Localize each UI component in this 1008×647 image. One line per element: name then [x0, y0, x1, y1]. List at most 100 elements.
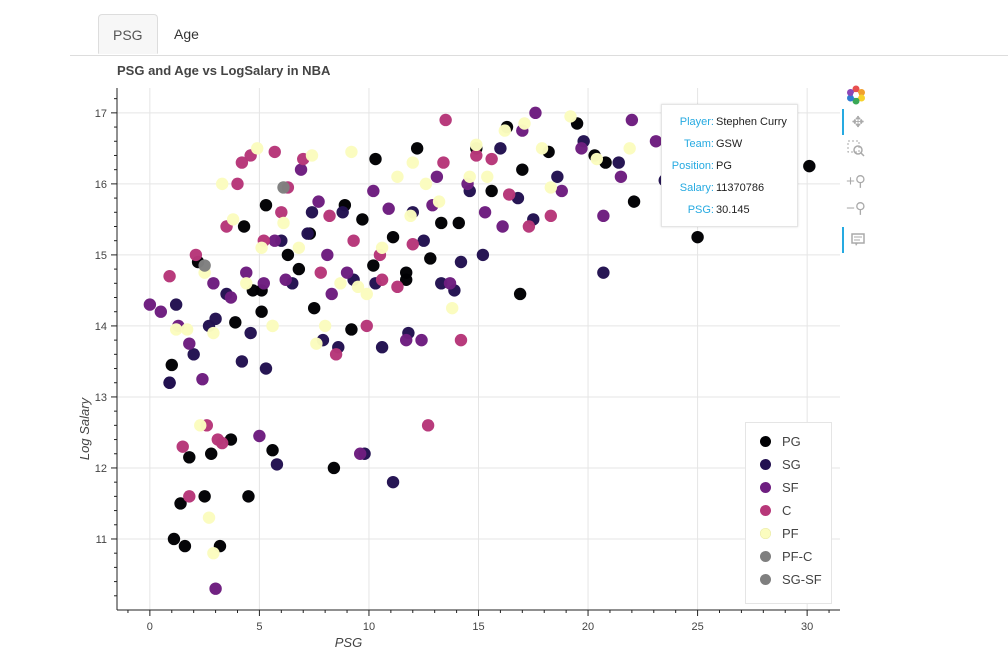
tab-age[interactable]: Age: [174, 26, 199, 42]
data-point: [437, 156, 450, 169]
data-point: [336, 206, 349, 219]
data-point: [189, 248, 203, 262]
box-zoom-icon[interactable]: [842, 136, 870, 162]
data-point: [143, 298, 157, 311]
data-point: [406, 238, 419, 251]
data-point: [180, 323, 194, 336]
data-point: [481, 170, 494, 183]
y-tick-label: 11: [96, 534, 107, 546]
tooltip-value: PG: [716, 160, 732, 172]
data-point: [406, 156, 419, 169]
data-point: [353, 447, 367, 460]
data-point: [443, 277, 457, 290]
data-point: [314, 266, 327, 279]
data-point: [235, 156, 249, 169]
data-point: [340, 266, 354, 279]
data-point: [165, 358, 178, 372]
y-tick-label: 12: [95, 463, 107, 475]
tab-bar: PSG Age: [70, 0, 1008, 56]
data-point: [496, 220, 509, 233]
zoom-in-icon[interactable]: +⚲: [846, 173, 866, 190]
data-point: [167, 532, 181, 546]
legend-label: PF-C: [782, 549, 813, 564]
data-point: [551, 170, 564, 183]
bokeh-logo-icon[interactable]: [842, 82, 870, 108]
data-point: [268, 234, 281, 247]
tooltip-value: 11370786: [716, 182, 765, 194]
data-point: [356, 213, 369, 226]
data-point: [649, 135, 663, 148]
data-point: [292, 262, 306, 276]
data-point: [360, 319, 373, 333]
data-point: [259, 362, 273, 375]
data-point: [375, 341, 389, 354]
data-point: [198, 259, 211, 272]
data-point: [575, 142, 588, 155]
x-tick-label: 15: [472, 621, 484, 633]
data-point: [391, 170, 404, 183]
data-point: [419, 177, 433, 191]
data-point: [235, 355, 249, 368]
y-tick-label: 15: [95, 250, 107, 262]
data-point: [229, 316, 242, 329]
data-point: [198, 490, 211, 503]
data-point: [310, 337, 323, 350]
legend-swatch: [760, 482, 771, 493]
data-point: [209, 312, 222, 326]
data-point: [498, 124, 511, 137]
legend-label: SG: [782, 457, 801, 472]
x-tick-label: 25: [691, 621, 703, 633]
data-point: [544, 209, 557, 223]
tooltip-value: 30.145: [716, 204, 750, 216]
data-point: [318, 319, 332, 333]
data-point: [463, 170, 476, 183]
data-point: [279, 273, 292, 286]
tooltip-key: Position:: [671, 160, 714, 172]
legend-swatch: [760, 459, 771, 470]
data-point: [351, 280, 365, 294]
data-point: [535, 142, 549, 155]
data-point: [242, 490, 255, 503]
data-point: [251, 142, 264, 155]
tooltip-key: PSG:: [687, 204, 714, 216]
data-point: [183, 490, 196, 503]
data-point: [275, 206, 288, 219]
data-point: [266, 319, 279, 333]
hover-icon[interactable]: [842, 227, 872, 253]
data-point: [625, 113, 639, 127]
scatter-plot[interactable]: 0 5 10 15 20 25 30 11 12 13 14 15 16 17 PSG Log Salary: [0, 80, 1008, 647]
data-point: [187, 348, 200, 361]
tab-psg[interactable]: PSG: [98, 14, 158, 54]
data-point: [386, 475, 400, 489]
data-point: [323, 209, 336, 223]
data-point: [226, 213, 240, 226]
legend-swatch: [760, 551, 771, 562]
data-point: [555, 184, 568, 198]
data-point: [367, 184, 380, 198]
data-point: [321, 248, 334, 262]
data-point: [255, 241, 268, 254]
data-point: [205, 447, 218, 460]
x-tick-label: 0: [147, 621, 153, 633]
data-point: [266, 444, 279, 457]
tooltip-key: Player:: [679, 116, 714, 128]
data-point: [494, 142, 507, 155]
legend-label: PF: [782, 526, 799, 541]
data-point: [518, 117, 531, 130]
x-tick-label: 30: [801, 621, 813, 633]
data-point: [375, 241, 389, 254]
legend-swatch: [760, 574, 771, 585]
data-point: [382, 202, 395, 215]
data-point: [163, 270, 176, 283]
x-tick-label: 5: [256, 621, 262, 633]
data-point: [305, 149, 319, 162]
data-point: [329, 348, 343, 361]
data-point: [259, 198, 273, 212]
zoom-out-icon[interactable]: −⚲: [846, 200, 866, 217]
pan-icon[interactable]: ✥: [842, 109, 872, 135]
data-point: [209, 582, 222, 595]
data-point: [417, 234, 430, 247]
data-point: [454, 255, 468, 269]
data-point: [391, 280, 404, 294]
data-point: [325, 287, 338, 301]
